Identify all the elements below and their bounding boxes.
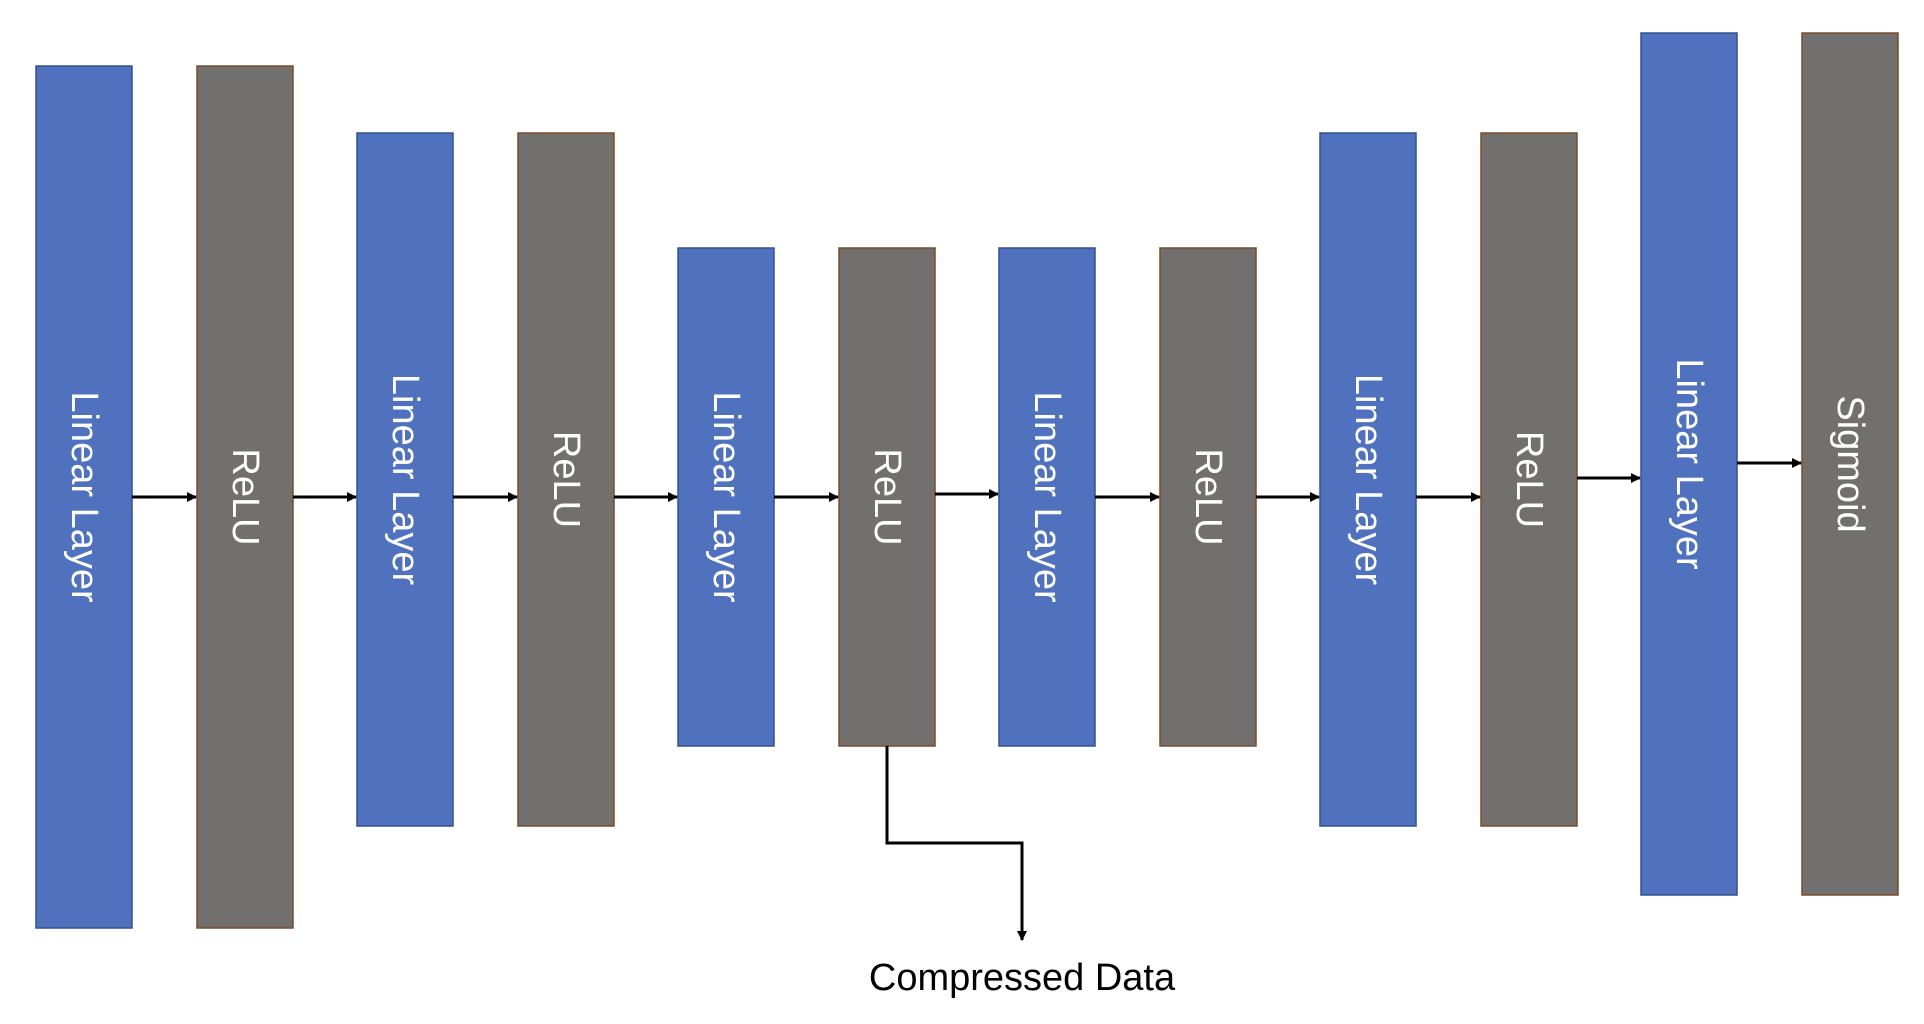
linear-layer-label-1: Linear Layer: [63, 391, 105, 603]
activation-block-10: [1480, 132, 1578, 827]
arrows-group: [132, 458, 1802, 502]
linear-layer-label-5: Linear Layer: [705, 391, 747, 603]
activation-label-10: ReLU: [1508, 431, 1550, 528]
linear-layer-block-1: [35, 65, 133, 929]
compressed-data-arrow: [885, 746, 1027, 941]
activation-block-12: [1801, 32, 1899, 896]
linear-layer-block-5: [677, 247, 775, 747]
activation-block-8: [1159, 247, 1257, 747]
layers-group: Linear Layer ReLU Linear Layer ReLU Linear L…: [35, 32, 1899, 929]
activation-label-6: ReLU: [866, 448, 908, 545]
linear-layer-label-11: Linear Layer: [1668, 358, 1710, 570]
activation-block-6: [838, 247, 936, 747]
linear-layer-block-7: [998, 247, 1096, 747]
activation-label-12: Sigmoid: [1829, 395, 1871, 532]
linear-layer-block-9: [1319, 132, 1417, 827]
activation-label-2: ReLU: [224, 448, 266, 545]
linear-layer-label-7: Linear Layer: [1026, 391, 1068, 603]
activation-label-8: ReLU: [1187, 448, 1229, 545]
activation-block-2: [196, 65, 294, 929]
activation-block-4: [517, 132, 615, 827]
linear-layer-block-3: [356, 132, 454, 827]
activation-label-4: ReLU: [545, 431, 587, 528]
linear-layer-label-3: Linear Layer: [384, 374, 426, 586]
linear-layer-label-9: Linear Layer: [1347, 374, 1389, 586]
compressed-data-label: Compressed Data: [869, 957, 1176, 999]
